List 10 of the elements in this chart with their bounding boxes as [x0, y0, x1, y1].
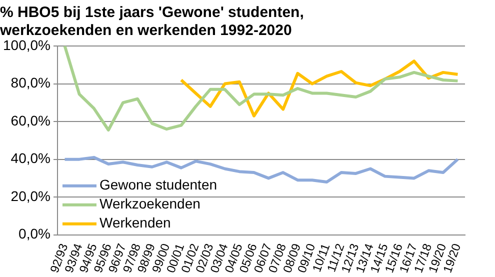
- legend-label: Werkenden: [99, 214, 171, 231]
- legend-label: Werkzoekenden: [99, 196, 200, 212]
- y-tick-label: 20,0%: [10, 188, 50, 204]
- y-tick-label: 80,0%: [10, 74, 50, 91]
- y-tick-label: 0,0%: [18, 226, 50, 242]
- y-tick-label: 100,0%: [3, 36, 50, 53]
- legend-label: Gewone studenten: [99, 176, 218, 193]
- y-tick-label: 60,0%: [10, 112, 50, 128]
- chart-title: % HBO5 bij 1ste jaars 'Gewone' studenten, werkzoekenden en werkenden 1992-2020: [0, 4, 304, 40]
- y-tick-label: 40,0%: [10, 150, 50, 166]
